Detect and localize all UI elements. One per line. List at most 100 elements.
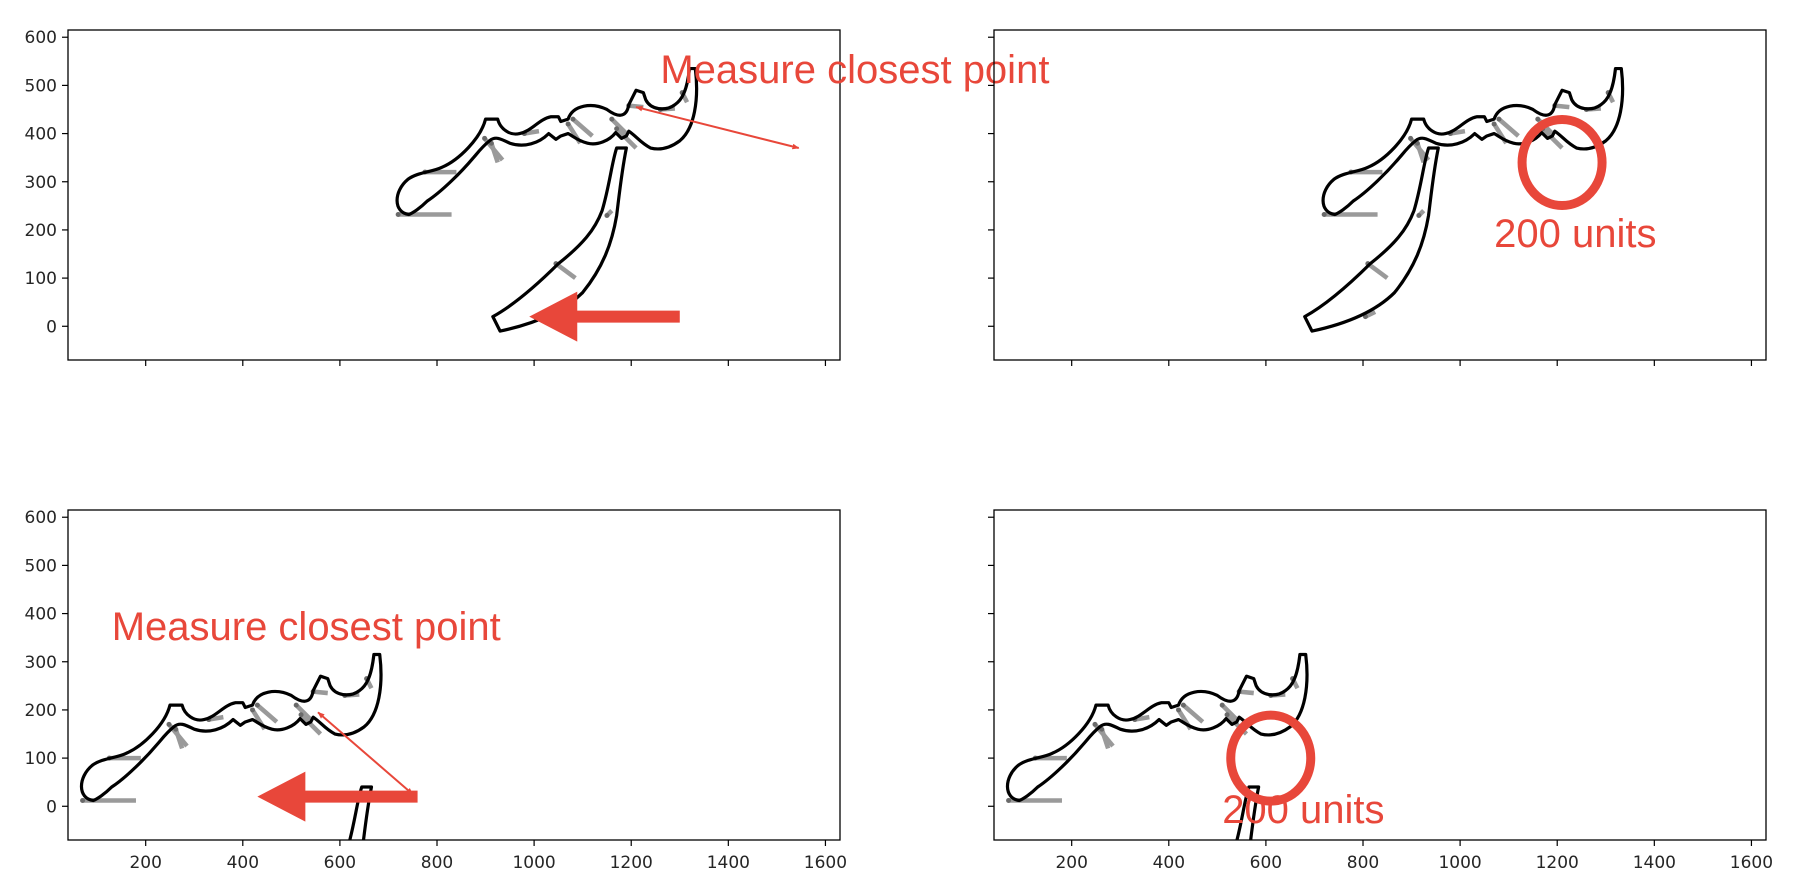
moving-shape-outline (493, 148, 627, 331)
ytick-label: 400 (25, 125, 57, 145)
ytick-label: 200 (25, 221, 57, 241)
fixed-shape-outline (1007, 655, 1307, 801)
moving-shape-control-point (604, 212, 610, 218)
ytick-label: 300 (25, 173, 57, 193)
xtick-label: 1200 (610, 853, 653, 873)
fixed-shape (1006, 655, 1307, 803)
xtick-label: 1200 (1536, 853, 1579, 873)
fixed-shape-control-line (301, 715, 320, 734)
ytick-label: 400 (25, 605, 57, 625)
xtick-label: 1000 (1438, 853, 1481, 873)
xtick-label: 600 (1250, 853, 1282, 873)
fixed-shape-control-point (1176, 707, 1182, 713)
move-left-arrow (257, 771, 418, 822)
fixed-shape (1321, 69, 1623, 217)
ytick-label: 100 (25, 269, 57, 289)
moving-shape (1305, 148, 1439, 331)
fixed-shape-control-point (570, 116, 576, 122)
axes-frame (993, 29, 1767, 361)
fixed-shape-control-line (1183, 705, 1202, 722)
moving-shape-control-point (1237, 852, 1242, 857)
axes-frame (67, 29, 841, 361)
xtick-label: 800 (421, 853, 453, 873)
fixed-shape-control-point (254, 702, 260, 708)
fixed-shape-control-point (1496, 116, 1502, 122)
ytick-label: 500 (25, 556, 57, 576)
gap-circle (1517, 114, 1607, 210)
fixed-shape-control-point (1491, 121, 1497, 127)
fixed-shape-outline (397, 69, 697, 215)
closest-point-double-arrow (317, 711, 414, 795)
xtick-label: 1400 (1633, 853, 1676, 873)
moving-shape-control-line (556, 264, 575, 278)
moving-shape-control-line (1239, 850, 1244, 855)
moving-shape-geometry (1305, 148, 1439, 331)
fixed-shape-control-point (1180, 702, 1186, 708)
move-left-arrow (529, 291, 680, 342)
fixed-shape-control-line (257, 705, 276, 722)
fixed-shape-control-point (1224, 712, 1230, 718)
ytick-label: 0 (46, 317, 57, 337)
fixed-shape-control-line (612, 119, 627, 133)
subplot-top-right: 200 units (988, 29, 1767, 366)
ytick-label: 600 (25, 28, 57, 48)
ytick-label: 500 (25, 76, 57, 96)
plot-area (395, 69, 697, 332)
fixed-shape-control-line (1417, 143, 1423, 162)
ytick-label: 100 (25, 749, 57, 769)
closest-point-double-arrow (635, 105, 800, 150)
fixed-shape-control-line (1222, 705, 1237, 719)
ytick-label: 300 (25, 653, 57, 673)
moving-shape-outline (1305, 148, 1439, 331)
fixed-shape-control-line (491, 143, 497, 162)
fixed-shape-control-point (1321, 212, 1327, 217)
measure-closest-point-label: Measure closest point (112, 605, 501, 649)
fixed-shape-control-point (1092, 721, 1098, 727)
ytick-label: 0 (46, 797, 57, 817)
fixed-shape-control-point (482, 135, 488, 141)
xtick-label: 1600 (1730, 853, 1773, 873)
fixed-shape-control-point (166, 721, 172, 727)
fixed-shape-control-point (1219, 702, 1225, 708)
fixed-shape-control-point (565, 121, 571, 127)
fixed-shape-geometry (395, 69, 697, 217)
measure-closest-point-label: Measure closest point (660, 48, 1049, 92)
fixed-shape (80, 655, 381, 803)
gap-units-label: 200 units (1494, 212, 1656, 256)
xtick-label: 1600 (804, 853, 847, 873)
fixed-shape-control-point (1535, 116, 1541, 122)
fixed-shape-control-point (1006, 798, 1012, 803)
fixed-shape-outline (1323, 69, 1623, 215)
xtick-label: 400 (227, 853, 259, 873)
moving-shape (1125, 787, 1259, 890)
fixed-shape-control-point (614, 126, 620, 132)
xtick-label: 800 (1347, 853, 1379, 873)
fixed-shape-control-line (296, 705, 311, 719)
gap-units-label: 200 units (1222, 788, 1384, 832)
axes-frame (993, 509, 1767, 841)
plot-area (80, 655, 381, 890)
fixed-shape-control-line (573, 119, 592, 136)
xtick-label: 400 (1153, 853, 1185, 873)
fixed-shape-control-point (80, 798, 86, 803)
subplot-bottom-left: 0 100 200 300 400 500 600 200 400 600 800 1000 1200 1… (25, 508, 848, 890)
fixed-shape-geometry (1006, 655, 1307, 803)
moving-shape-outline (1125, 787, 1259, 890)
xtick-label: 200 (129, 853, 161, 873)
fixed-shape-control-line (1499, 119, 1518, 136)
fixed-shape-control-point (1408, 135, 1414, 141)
fixed-shape-control-point (250, 707, 256, 713)
fixed-shape-control-point (395, 212, 401, 217)
ytick-label: 200 (25, 701, 57, 721)
moving-shape-geometry (1125, 787, 1259, 890)
fixed-shape-outline (81, 655, 381, 801)
fixed-shape-control-point (298, 712, 304, 718)
ytick-label: 600 (25, 508, 57, 528)
fixed-shape-geometry (1321, 69, 1623, 217)
subplot-top-left: 0 100 200 300 400 500 600 Measure closest point (25, 28, 1049, 366)
moving-shape-control-point (1416, 212, 1422, 218)
xtick-label: 200 (1055, 853, 1087, 873)
xtick-label: 600 (324, 853, 356, 873)
axes-frame (67, 509, 841, 841)
fixed-shape-geometry (80, 655, 381, 803)
